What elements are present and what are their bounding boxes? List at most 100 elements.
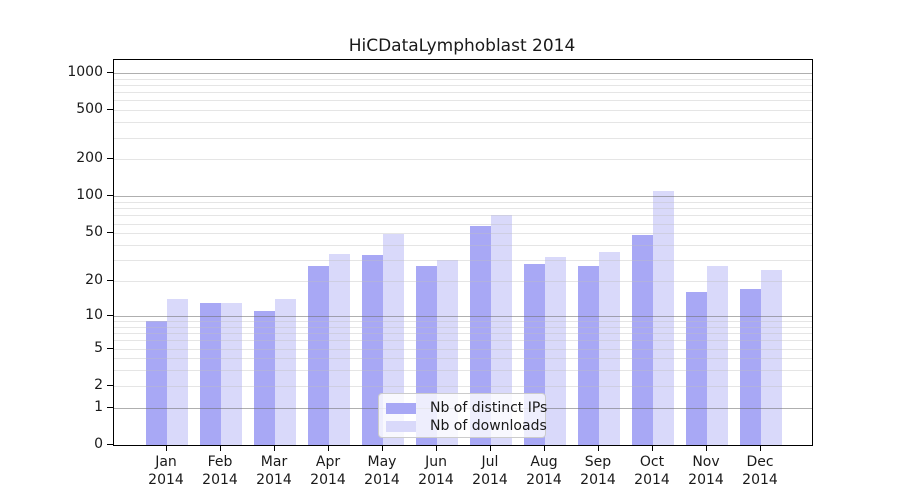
minor-gridline	[114, 370, 812, 372]
minor-gridline	[114, 208, 812, 210]
bar-nb-of-distinct-ips-oct	[631, 235, 653, 445]
y-tick-mark	[107, 158, 113, 160]
y-tick-label: 100	[76, 187, 103, 204]
y-tick-mark	[107, 71, 113, 73]
x-tick-label: Jan 2014	[148, 454, 184, 488]
y-tick-label: 10	[85, 306, 103, 323]
bar-nb-of-distinct-ips-jul	[469, 226, 491, 445]
x-tick-label: Dec 2014	[742, 454, 778, 488]
minor-gridline	[114, 245, 812, 246]
minor-gridline	[114, 348, 812, 350]
bar-nb-of-downloads-jul	[490, 214, 512, 445]
x-tick-label: Sep 2014	[580, 454, 616, 488]
x-tick-label: Aug 2014	[526, 454, 562, 488]
bar-nb-of-downloads-nov	[706, 265, 728, 445]
minor-gridline	[114, 92, 812, 94]
y-tick-mark	[107, 314, 113, 316]
x-tick-mark	[490, 445, 491, 451]
y-tick-mark	[107, 384, 113, 386]
bar-nb-of-distinct-ips-sep	[577, 265, 599, 445]
x-tick-mark	[382, 445, 383, 451]
y-tick-mark	[107, 232, 113, 234]
bar-nb-of-distinct-ips-mar	[253, 311, 275, 445]
minor-gridline	[114, 202, 812, 204]
x-tick-mark	[706, 445, 707, 451]
bar-nb-of-downloads-oct	[652, 191, 674, 445]
y-tick-label: 2	[94, 376, 103, 393]
y-tick-mark	[107, 195, 113, 197]
y-tick-mark	[107, 347, 113, 349]
minor-gridline	[114, 321, 812, 322]
x-tick-label: Mar 2014	[256, 454, 292, 488]
bar-nb-of-distinct-ips-nov	[685, 292, 707, 445]
minor-gridline	[114, 84, 812, 86]
y-tick-label: 20	[85, 272, 103, 289]
y-tick-label: 0	[94, 436, 103, 452]
legend-label-downloads: Nb of downloads	[430, 418, 547, 434]
y-tick-label: 1000	[67, 63, 103, 80]
minor-gridline	[114, 78, 812, 80]
x-tick-mark	[328, 445, 329, 451]
minor-gridline	[114, 137, 812, 139]
y-tick-label: 500	[76, 101, 103, 118]
minor-gridline	[114, 385, 812, 387]
minor-gridline	[114, 333, 812, 335]
major-gridline	[114, 72, 812, 74]
bar-nb-of-downloads-may	[382, 234, 404, 445]
y-tick-label: 5	[94, 339, 103, 356]
legend-label-distinct-ips: Nb of distinct IPs	[430, 400, 548, 416]
minor-gridline	[114, 260, 812, 262]
minor-gridline	[114, 122, 812, 124]
major-gridline	[114, 315, 812, 317]
bar-nb-of-downloads-feb	[220, 302, 242, 445]
minor-gridline	[114, 215, 812, 217]
y-tick-label: 1	[94, 398, 103, 415]
minor-gridline	[114, 340, 812, 342]
y-tick-mark	[107, 406, 113, 408]
x-tick-mark	[598, 445, 599, 451]
bar-nb-of-downloads-apr	[328, 253, 350, 445]
legend-swatch-distinct-ips	[386, 402, 416, 414]
bar-nb-of-distinct-ips-jan	[145, 321, 167, 445]
minor-gridline	[114, 281, 812, 283]
x-tick-label: Nov 2014	[688, 454, 724, 488]
legend-item-distinct-ips: Nb of distinct IPs	[386, 399, 547, 417]
minor-gridline	[114, 233, 812, 235]
y-tick-mark	[107, 109, 113, 111]
minor-gridline	[114, 100, 812, 102]
x-tick-label: Feb 2014	[202, 454, 238, 488]
legend-swatch-downloads	[386, 420, 416, 432]
bar-nb-of-downloads-aug	[544, 256, 566, 445]
x-tick-mark	[220, 445, 221, 451]
minor-gridline	[114, 159, 812, 161]
x-tick-label: Oct 2014	[634, 454, 670, 488]
y-tick-label: 50	[85, 224, 103, 241]
bar-nb-of-distinct-ips-feb	[199, 302, 221, 445]
x-tick-label: Jun 2014	[418, 454, 454, 488]
bar-nb-of-downloads-sep	[598, 252, 620, 445]
x-tick-label: May 2014	[364, 454, 400, 488]
major-gridline	[114, 196, 812, 198]
x-tick-label: Jul 2014	[472, 454, 508, 488]
bar-nb-of-downloads-dec	[760, 269, 782, 445]
x-tick-mark	[166, 445, 167, 451]
x-tick-mark	[760, 445, 761, 451]
plot-area	[113, 59, 813, 446]
minor-gridline	[114, 326, 812, 328]
x-tick-mark	[544, 445, 545, 451]
chart-title: HiCDataLymphoblast 2014	[348, 36, 576, 56]
y-tick-mark	[107, 280, 113, 282]
legend: Nb of distinct IPs Nb of downloads	[378, 393, 547, 438]
y-tick-mark	[107, 444, 113, 445]
minor-gridline	[114, 223, 812, 225]
y-tick-label: 200	[76, 150, 103, 167]
legend-item-downloads: Nb of downloads	[386, 417, 547, 435]
minor-gridline	[114, 110, 812, 112]
bar-nb-of-distinct-ips-dec	[739, 289, 761, 445]
bar-nb-of-distinct-ips-apr	[307, 265, 329, 445]
x-tick-mark	[274, 445, 275, 451]
x-tick-mark	[652, 445, 653, 451]
x-tick-label: Apr 2014	[310, 454, 346, 488]
minor-gridline	[114, 358, 812, 360]
